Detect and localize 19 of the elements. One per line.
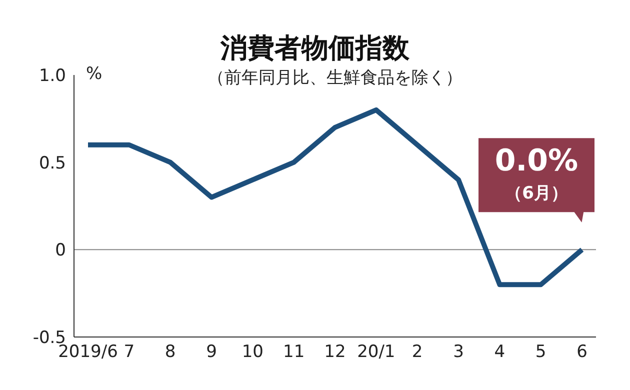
y-axis-title: %	[86, 64, 102, 84]
x-tick-label: 8	[164, 342, 176, 362]
x-tick-label: 7	[124, 342, 135, 362]
x-tick-label: 12	[324, 342, 346, 362]
annotation: 0.0% （6月）	[494, 144, 578, 204]
x-tick-label: 20/1	[357, 342, 396, 362]
y-tick-label: 0	[55, 240, 66, 261]
x-tick-label: 6	[576, 342, 588, 362]
y-tick-label: 0.5	[38, 153, 66, 174]
x-tick-label: 2	[412, 342, 423, 362]
x-tick-label: 4	[494, 342, 506, 362]
x-tick-label: 5	[535, 342, 546, 362]
x-tick-label: 10	[242, 342, 264, 362]
chart-subtitle: （前年同月比、生鮮食品を除く）	[208, 68, 462, 88]
x-tick-label: 11	[283, 342, 305, 362]
y-tick-label: 1.0	[38, 66, 66, 86]
x-tick-label: 3	[453, 342, 464, 362]
chart-title: 消費者物価指数	[220, 33, 410, 64]
x-tick-label: 9	[206, 342, 217, 362]
